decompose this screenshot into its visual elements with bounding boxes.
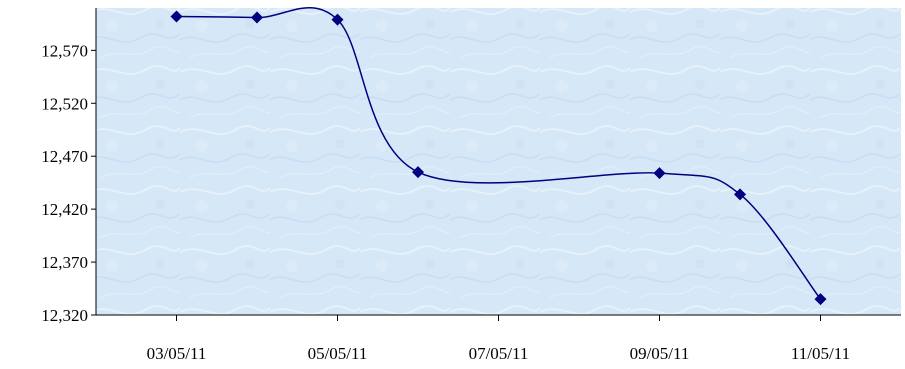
- x-tick-label: 11/05/11: [791, 344, 850, 363]
- y-tick-label: 12,520: [41, 94, 88, 113]
- x-axis: 03/05/11 05/05/11 07/05/11 09/05/11 11/05/11: [147, 315, 850, 363]
- y-tick-label: 12,570: [41, 41, 88, 60]
- x-tick-label: 07/05/11: [469, 344, 529, 363]
- y-tick-label: 12,370: [41, 253, 88, 272]
- plot-area: [96, 8, 901, 315]
- y-tick-label: 12,420: [41, 200, 88, 219]
- x-tick-label: 09/05/11: [630, 344, 690, 363]
- data-point-marker: [653, 167, 666, 180]
- data-point-marker: [331, 13, 344, 26]
- data-point-marker: [734, 188, 746, 201]
- x-tick-label: 03/05/11: [147, 344, 207, 363]
- data-point-marker: [412, 166, 424, 179]
- data-point-marker: [251, 11, 263, 24]
- y-axis: 12,320 12,370 12,420 12,470 12,520 12,570: [41, 41, 96, 325]
- data-point-marker: [170, 10, 183, 23]
- x-tick-label: 05/05/11: [308, 344, 368, 363]
- y-tick-label: 12,470: [41, 147, 88, 166]
- series-markers: [170, 10, 827, 306]
- data-point-marker: [814, 293, 827, 306]
- y-tick-label: 12,320: [41, 306, 88, 325]
